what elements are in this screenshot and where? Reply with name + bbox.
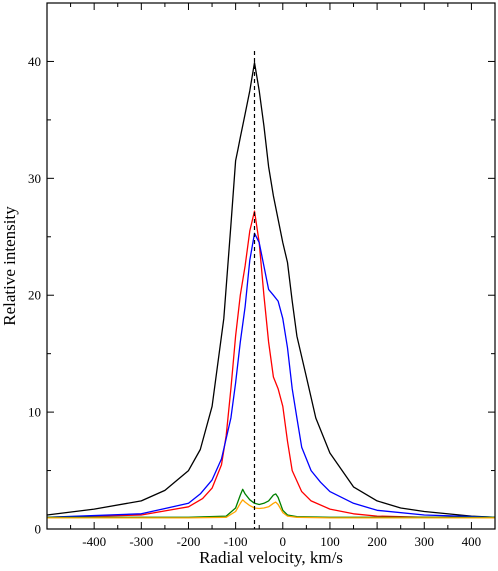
x-tick-label: 200 — [367, 534, 387, 549]
series-line-1 — [46, 61, 496, 518]
y-axis-title: Relative intensity — [0, 206, 19, 326]
x-tick-label: 0 — [280, 534, 287, 549]
x-tick-label: -200 — [177, 534, 201, 549]
x-tick-label: -300 — [129, 534, 153, 549]
y-tick-label: 20 — [28, 288, 41, 303]
y-tick-label: 0 — [35, 522, 42, 537]
series-line-2 — [46, 210, 495, 518]
series-line-3 — [46, 232, 496, 518]
x-tick-label: -400 — [82, 534, 106, 549]
plot-frame — [46, 2, 496, 530]
x-axis: -400 -300 -200 -100 0 100 200 300 400 — [70, 3, 482, 549]
y-tick-label: 10 — [28, 405, 41, 420]
x-axis-title: Radial velocity, km/s — [199, 548, 343, 567]
series-line-4 — [47, 488, 495, 518]
x-tick-label: 100 — [320, 534, 340, 549]
y-tick-label: 30 — [28, 171, 41, 186]
x-tick-label: -100 — [224, 534, 248, 549]
x-tick-label: 400 — [462, 534, 482, 549]
plot-area — [46, 51, 496, 529]
series-line-5 — [47, 499, 495, 519]
x-tick-label: 300 — [415, 534, 435, 549]
y-tick-label: 40 — [28, 54, 41, 69]
y-axis: 0 10 20 30 40 — [28, 54, 495, 537]
